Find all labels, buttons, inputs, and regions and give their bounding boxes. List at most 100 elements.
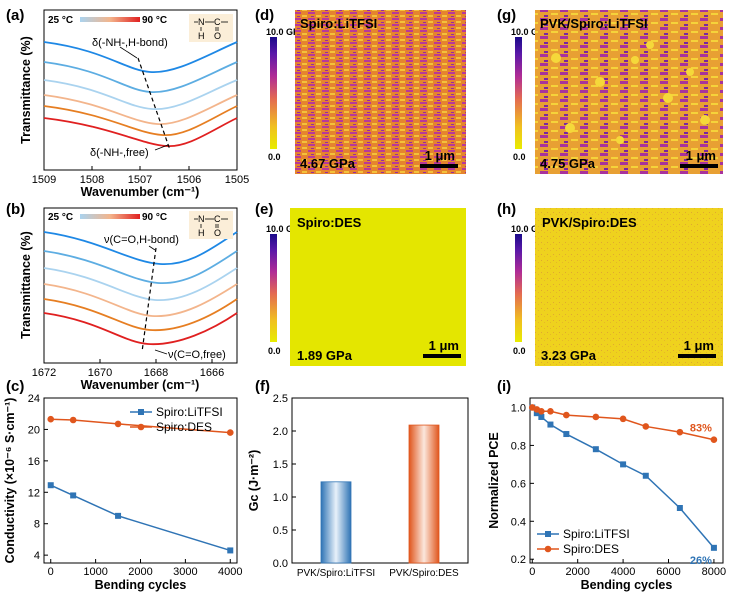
svg-text:C: C [214, 214, 221, 224]
panel-g-colorbar [515, 37, 522, 149]
panel-a-group-inset: N C H O [189, 14, 233, 42]
series-2-line [531, 406, 715, 441]
panel-e-modulus-map [290, 208, 466, 366]
panel-d-cb-top: 10.0 GPa [266, 27, 305, 37]
svg-text:1506: 1506 [177, 174, 201, 186]
panel-e-cb-bottom: 0.0 [268, 346, 281, 356]
panel-h-scale-bar [678, 354, 716, 358]
chart-i-xlabel: Bending cycles [581, 578, 673, 592]
svg-text:1668: 1668 [144, 367, 168, 379]
panel-b-ann-bottom: ν(C=O,free) [168, 349, 226, 361]
panel-h-cb-bottom: 0.0 [513, 346, 526, 356]
series-1-point [115, 512, 122, 519]
panel-g-value: 4.75 GPa [540, 156, 596, 171]
panel-d-cb-bottom: 0.0 [268, 152, 281, 162]
spectrum-a-90c [43, 117, 238, 147]
panel-a-temp-high: 90 °C [142, 15, 167, 26]
spectrum-a-5 [43, 105, 238, 136]
y-tick-label: 12 [28, 487, 40, 499]
y-tick-label: 8 [34, 519, 40, 531]
svg-text:O: O [214, 31, 221, 41]
series-2-point [642, 423, 650, 430]
series-1-line [50, 484, 231, 552]
panel-a-ann-bottom-pointer [154, 144, 169, 151]
series-1-point [676, 505, 683, 511]
panel-h-cb-top: 10.0 GPa [511, 224, 550, 234]
panel-d-title: Spiro:LiTFSI [300, 16, 377, 31]
chart-i-frame [529, 397, 724, 564]
panel-c-label: (c) [6, 378, 24, 395]
panel-a-shift-arrow [137, 57, 171, 151]
panel-b-group-inset: N C H O [189, 211, 233, 239]
svg-text:1509: 1509 [32, 174, 56, 186]
panel-b-frame [43, 207, 238, 364]
panel-g-scale-bar [680, 164, 718, 168]
y-tick-label: 20 [28, 424, 40, 436]
series-2-point [619, 415, 627, 423]
panel-f-label: (f) [255, 378, 270, 395]
svg-text:N: N [198, 17, 205, 27]
svg-text:1505: 1505 [225, 174, 249, 186]
panel-d-scale-bar [420, 164, 458, 168]
panel-g-label: (g) [497, 7, 516, 24]
panel-h-colorbar [515, 234, 522, 342]
series-1-point [70, 492, 77, 499]
legend-label-2: Spiro:DES [563, 542, 619, 556]
panel-b-temp-low: 25 °C [48, 212, 73, 223]
x-tick-label: 6000 [656, 566, 680, 578]
panel-e-scale-label: 1 μm [429, 338, 459, 353]
spectrum-a-4 [43, 94, 238, 125]
svg-text:1508: 1508 [80, 174, 104, 186]
legend-marker-2 [544, 545, 552, 553]
series-1-point [533, 410, 540, 417]
svg-text:H: H [198, 228, 205, 238]
y-tick-label: 0.6 [511, 478, 526, 490]
series-2-point [563, 411, 570, 419]
bar-2 [408, 424, 440, 564]
series-2-point [676, 428, 684, 436]
end-label-1: 26% [690, 555, 712, 567]
panel-b-ann-top: ν(C=O,H-bond) [104, 234, 179, 246]
panel-a-ann-top: δ(-NH-,H-bond) [92, 37, 168, 49]
series-1-point [547, 421, 554, 428]
series-1-point [592, 446, 599, 453]
panel-b-label: (b) [6, 201, 25, 218]
series-1-point [227, 547, 234, 554]
series-1-point [620, 461, 627, 468]
spectrum-a-3 [43, 79, 238, 110]
x-tick-label: 3000 [173, 566, 197, 578]
svg-text:O: O [214, 228, 221, 238]
x-tick-label: 1000 [83, 566, 107, 578]
panel-g-cb-bottom: 0.0 [513, 152, 526, 162]
x-tick-label: 0 [48, 566, 54, 578]
panel-d-label: (d) [255, 7, 274, 24]
legend-marker-1 [138, 409, 144, 415]
series-1-point [710, 544, 717, 551]
y-tick-label: 1.0 [511, 402, 526, 414]
chart-f-frame [291, 397, 469, 564]
panel-b-ann-bottom-pointer [154, 349, 168, 355]
panel-e-title: Spiro:DES [297, 215, 362, 230]
chart-f: 0.0 0.5 1.0 1.5 2.0 2.5 PVK/Spiro:LiTFSI PVK/Sp… [247, 393, 469, 579]
panel-d-value: 4.67 GPa [300, 156, 356, 171]
series-2-point [710, 436, 718, 444]
panel-g-cb-top: 10.0 GPa [511, 27, 550, 37]
y-tick-label: 0.0 [273, 558, 288, 570]
y-tick-label: 1.5 [273, 459, 288, 471]
legend-label-2: Spiro:DES [156, 420, 212, 434]
series-2-point [538, 407, 545, 415]
panel-g-modulus-map [535, 10, 723, 174]
svg-text:H: H [198, 31, 205, 41]
panel-e-scale-bar [423, 354, 461, 358]
series-1-point [47, 482, 54, 489]
panel-e-label: (e) [255, 201, 273, 218]
panel-i-label: (i) [497, 378, 511, 395]
panel-a-ylabel: Transmittance (%) [19, 36, 33, 144]
panel-e-value: 1.89 GPa [297, 348, 353, 363]
svg-text:C: C [214, 17, 221, 27]
x-tick-label: 4000 [611, 566, 635, 578]
panel-a-temp-bar [80, 17, 140, 22]
panel-a-ann-bottom: δ(-NH-,free) [90, 147, 149, 159]
series-2-point [47, 415, 55, 423]
panel-a-label: (a) [6, 7, 24, 24]
